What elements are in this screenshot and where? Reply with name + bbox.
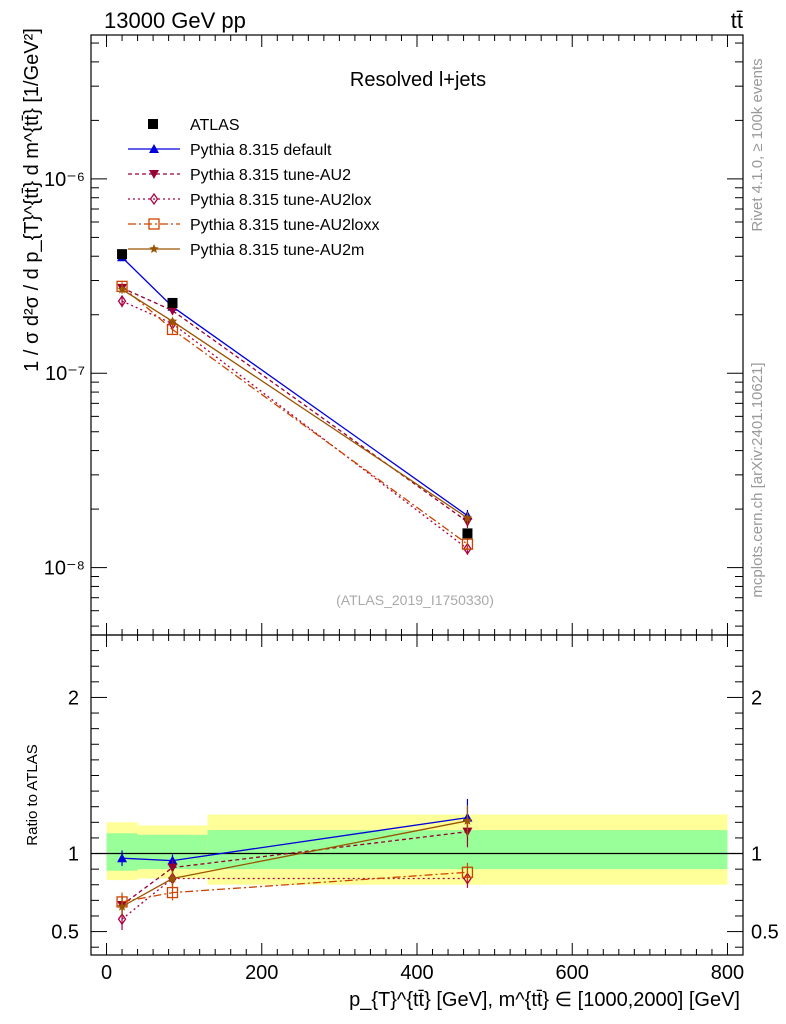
- x-tick-label: 200: [245, 962, 278, 984]
- ratio-y-axis-label: Ratio to ATLAS: [24, 744, 41, 845]
- legend-label-4: Pythia 8.315 tune-AU2m: [190, 242, 364, 259]
- ratio-point-3: [461, 866, 474, 878]
- ratio-y-tick-label-right: 1: [751, 844, 762, 866]
- legend-label-atlas: ATLAS: [190, 117, 240, 134]
- legend-label-2: Pythia 8.315 tune-AU2lox: [190, 192, 371, 209]
- legend-entry-4: Pythia 8.315 tune-AU2m: [128, 242, 364, 259]
- legend-label-1: Pythia 8.315 tune-AU2: [190, 167, 351, 184]
- ratio-y-tick-label: 2: [68, 687, 79, 709]
- x-tick-label: 400: [400, 962, 433, 984]
- atlas-data-point: [167, 297, 178, 308]
- source-label: mcplots.cern.ch [arXiv:2401.10621]: [749, 362, 766, 597]
- ratio-y-tick-label: 1: [68, 844, 79, 866]
- legend-entry-2: Pythia 8.315 tune-AU2lox: [128, 192, 371, 209]
- ratio-series-line-2: [121, 877, 468, 920]
- rivet-label: Rivet 4.1.0, ≥ 100k events: [749, 58, 766, 231]
- legend-entry-atlas: ATLAS: [148, 117, 240, 134]
- x-tick-label: 0: [101, 962, 112, 984]
- series-line-0: [121, 256, 468, 517]
- legend-marker-atlas: [148, 119, 158, 129]
- series-point-2: [117, 294, 127, 308]
- series-point-3: [461, 538, 474, 550]
- ratio-point-4: [167, 873, 178, 883]
- series-point-2: [463, 542, 472, 555]
- ratio-panel: 0 200 400 600 800 0.5 0.5 1 1 2 2: [51, 634, 779, 984]
- legend-entry-3: Pythia 8.315 tune-AU2loxx: [128, 217, 379, 234]
- series-point-1: [167, 306, 178, 316]
- x-tick-label: 600: [556, 962, 589, 984]
- main-frame: [90, 34, 744, 636]
- series-point-4: [117, 284, 127, 294]
- ratio-series-line-1: [121, 831, 468, 906]
- atlas-data-point: [117, 249, 128, 260]
- header-final-state: tt̄: [731, 8, 743, 33]
- ratio-frame: [90, 634, 744, 956]
- series-line-1: [121, 287, 468, 523]
- ratio-point-4: [117, 901, 127, 911]
- legend-entry-0: Pythia 8.315 default: [128, 142, 332, 159]
- legend-label-0: Pythia 8.315 default: [190, 142, 332, 159]
- legend-label-3: Pythia 8.315 tune-AU2loxx: [190, 217, 379, 234]
- series-point-4: [167, 316, 178, 326]
- analysis-watermark: (ATLAS_2019_I1750330): [336, 592, 494, 608]
- main-y-axis-label: 1 / σ d²σ / d p_{T}^{tt̄} d m^{tt̄} [1/G…: [21, 28, 43, 372]
- legend-marker-4: [149, 244, 159, 254]
- x-tick-label: 800: [711, 962, 744, 984]
- ratio-point-4: [462, 815, 473, 825]
- ratio-point-2: [117, 912, 127, 926]
- header-process: 13000 GeV pp: [104, 8, 246, 33]
- main-panel: 10⁻⁸ 10⁻⁷ 10⁻⁶ Resolved l+jets (ATLAS_2019_I…: [44, 34, 744, 636]
- legend-marker-1: [149, 170, 159, 179]
- legend-marker-0: [149, 144, 159, 153]
- legend-marker-3: [148, 218, 160, 230]
- ratio-y-tick-label: 0.5: [51, 922, 79, 944]
- y-tick-label: 10⁻⁶: [44, 169, 85, 191]
- x-axis-label: p_{T}^{tt̄} [GeV], m^{tt̄} ∈ [1000,2000]…: [349, 989, 740, 1011]
- atlas-data-point: [462, 528, 473, 539]
- ratio-point-3: [166, 886, 179, 899]
- ratio-point-0: [117, 853, 128, 863]
- ratio-point-1: [167, 863, 178, 873]
- series-line-2: [121, 300, 468, 550]
- legend-marker-2: [149, 192, 159, 206]
- y-tick-label: 10⁻⁸: [44, 558, 85, 580]
- legend-entry-1: Pythia 8.315 tune-AU2: [128, 167, 351, 184]
- ratio-y-tick-label-right: 2: [751, 687, 762, 709]
- series-point-4: [462, 512, 473, 523]
- ratio-y-tick-label-right: 0.5: [751, 922, 779, 944]
- y-tick-label: 10⁻⁷: [45, 363, 85, 385]
- chart-title: Resolved l+jets: [350, 69, 486, 91]
